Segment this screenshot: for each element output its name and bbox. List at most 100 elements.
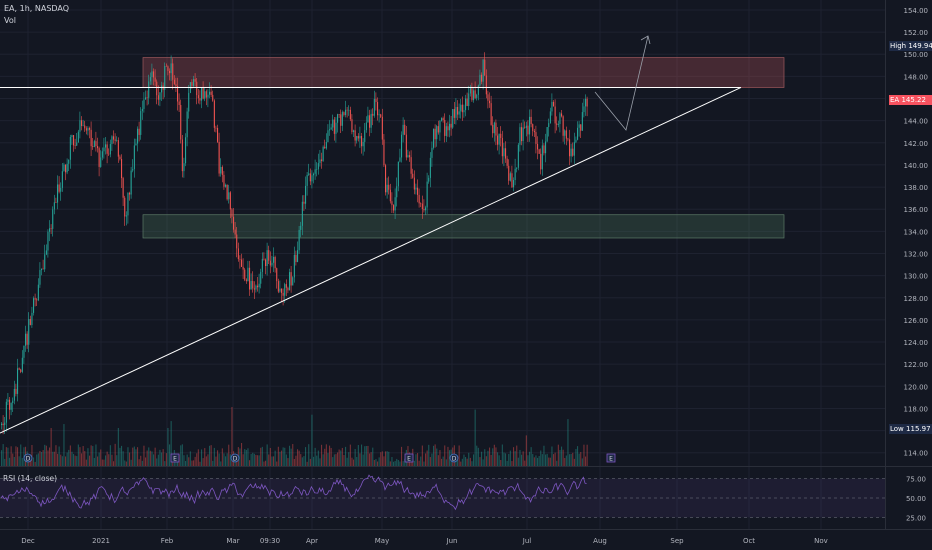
candle-body [233, 216, 235, 230]
candle-body [181, 139, 183, 172]
candle-body [284, 284, 286, 296]
volume-bar [146, 450, 148, 466]
candle-body [90, 129, 92, 147]
volume-bar [345, 446, 347, 466]
volume-bar [509, 450, 511, 466]
volume-bar [356, 457, 358, 466]
candle-body [170, 63, 172, 74]
volume-bar [226, 453, 228, 466]
candle-body [81, 120, 83, 126]
volume-bar [338, 449, 340, 466]
candle-body [137, 128, 139, 144]
volume-bar [562, 449, 564, 466]
volume-bar [365, 445, 367, 466]
time-tick-label: 2021 [92, 537, 110, 545]
volume-bar [172, 459, 174, 466]
volume-bar [284, 447, 286, 466]
volume-bar [239, 448, 241, 466]
volume-bar [205, 456, 207, 466]
candle-body [199, 98, 201, 101]
volume-bar [137, 447, 139, 466]
volume-bar [279, 451, 281, 466]
volume-bar [42, 450, 44, 466]
candle-body [455, 107, 457, 118]
candle-body [23, 345, 25, 358]
volume-bar [306, 461, 308, 466]
candle-body [34, 298, 36, 300]
volume-bar [189, 451, 191, 466]
candle-body [165, 66, 167, 67]
candle-body [261, 258, 263, 272]
volume-bar [68, 449, 70, 466]
volume-bar [397, 460, 399, 466]
volume-bar [433, 445, 435, 466]
candle-body [98, 148, 100, 167]
volume-bar [479, 457, 481, 466]
candle-body [17, 368, 19, 394]
candle-body [426, 181, 428, 208]
rsi-tick-label: 50.00 [906, 495, 926, 503]
candle-body [554, 106, 556, 124]
volume-bar [247, 448, 249, 466]
candle-body [109, 144, 111, 155]
volume-label[interactable]: Vol [4, 16, 16, 25]
rsi-line [0, 474, 587, 511]
volume-bar [522, 451, 524, 466]
time-tick-label: Aug [593, 537, 607, 545]
candle-body [223, 174, 225, 187]
candle-body [417, 187, 419, 195]
volume-bar [197, 449, 199, 466]
volume-bar [93, 457, 95, 466]
volume-bar [33, 457, 35, 466]
candle-body [271, 262, 273, 266]
candle-body [205, 91, 207, 98]
candle-body [127, 192, 129, 216]
volume-bar [57, 453, 59, 466]
volume-bar [169, 444, 171, 466]
volume-bar [97, 456, 99, 466]
volume-bar [77, 444, 79, 466]
volume-bar [191, 460, 193, 466]
volume-bar [116, 455, 118, 466]
event-marker [404, 453, 414, 463]
volume-bar [559, 449, 561, 466]
volume-bar [516, 445, 518, 466]
candle-body [477, 85, 479, 95]
volume-bar [469, 457, 471, 466]
volume-bar [202, 458, 204, 466]
price-tick-label: 126.00 [904, 317, 929, 325]
symbol-title[interactable]: EA, 1h, NASDAQ [4, 4, 70, 13]
candle-body [28, 318, 30, 345]
candle-body [156, 81, 158, 96]
volume-bar [473, 454, 475, 466]
last-tag-label: EA [890, 96, 900, 104]
volume-bar [511, 461, 513, 466]
volume-bar [351, 457, 353, 466]
candle-body [570, 148, 572, 157]
candle-body [541, 145, 543, 170]
rsi-label[interactable]: RSI (14, close) [3, 474, 58, 483]
volume-bar [66, 452, 68, 466]
candle-body [141, 108, 143, 112]
candle-body [380, 114, 382, 117]
volume-bar [125, 461, 127, 466]
candle-body [354, 130, 356, 141]
candle-body [209, 91, 211, 95]
candle-body [321, 159, 323, 161]
candle-body [306, 174, 308, 186]
candle-body [66, 163, 68, 173]
candle-body [452, 109, 454, 128]
volume-bar [4, 458, 6, 466]
volume-bar [586, 444, 588, 466]
candle-body [481, 74, 483, 82]
volume-bar [538, 456, 540, 466]
candle-body [329, 129, 331, 131]
volume-bar [145, 457, 147, 466]
volume-bar [255, 454, 257, 466]
candle-body [529, 116, 531, 135]
candle-body [113, 136, 115, 140]
candle-body [53, 202, 55, 210]
volume-bar [311, 414, 313, 466]
candle-body [39, 270, 41, 285]
